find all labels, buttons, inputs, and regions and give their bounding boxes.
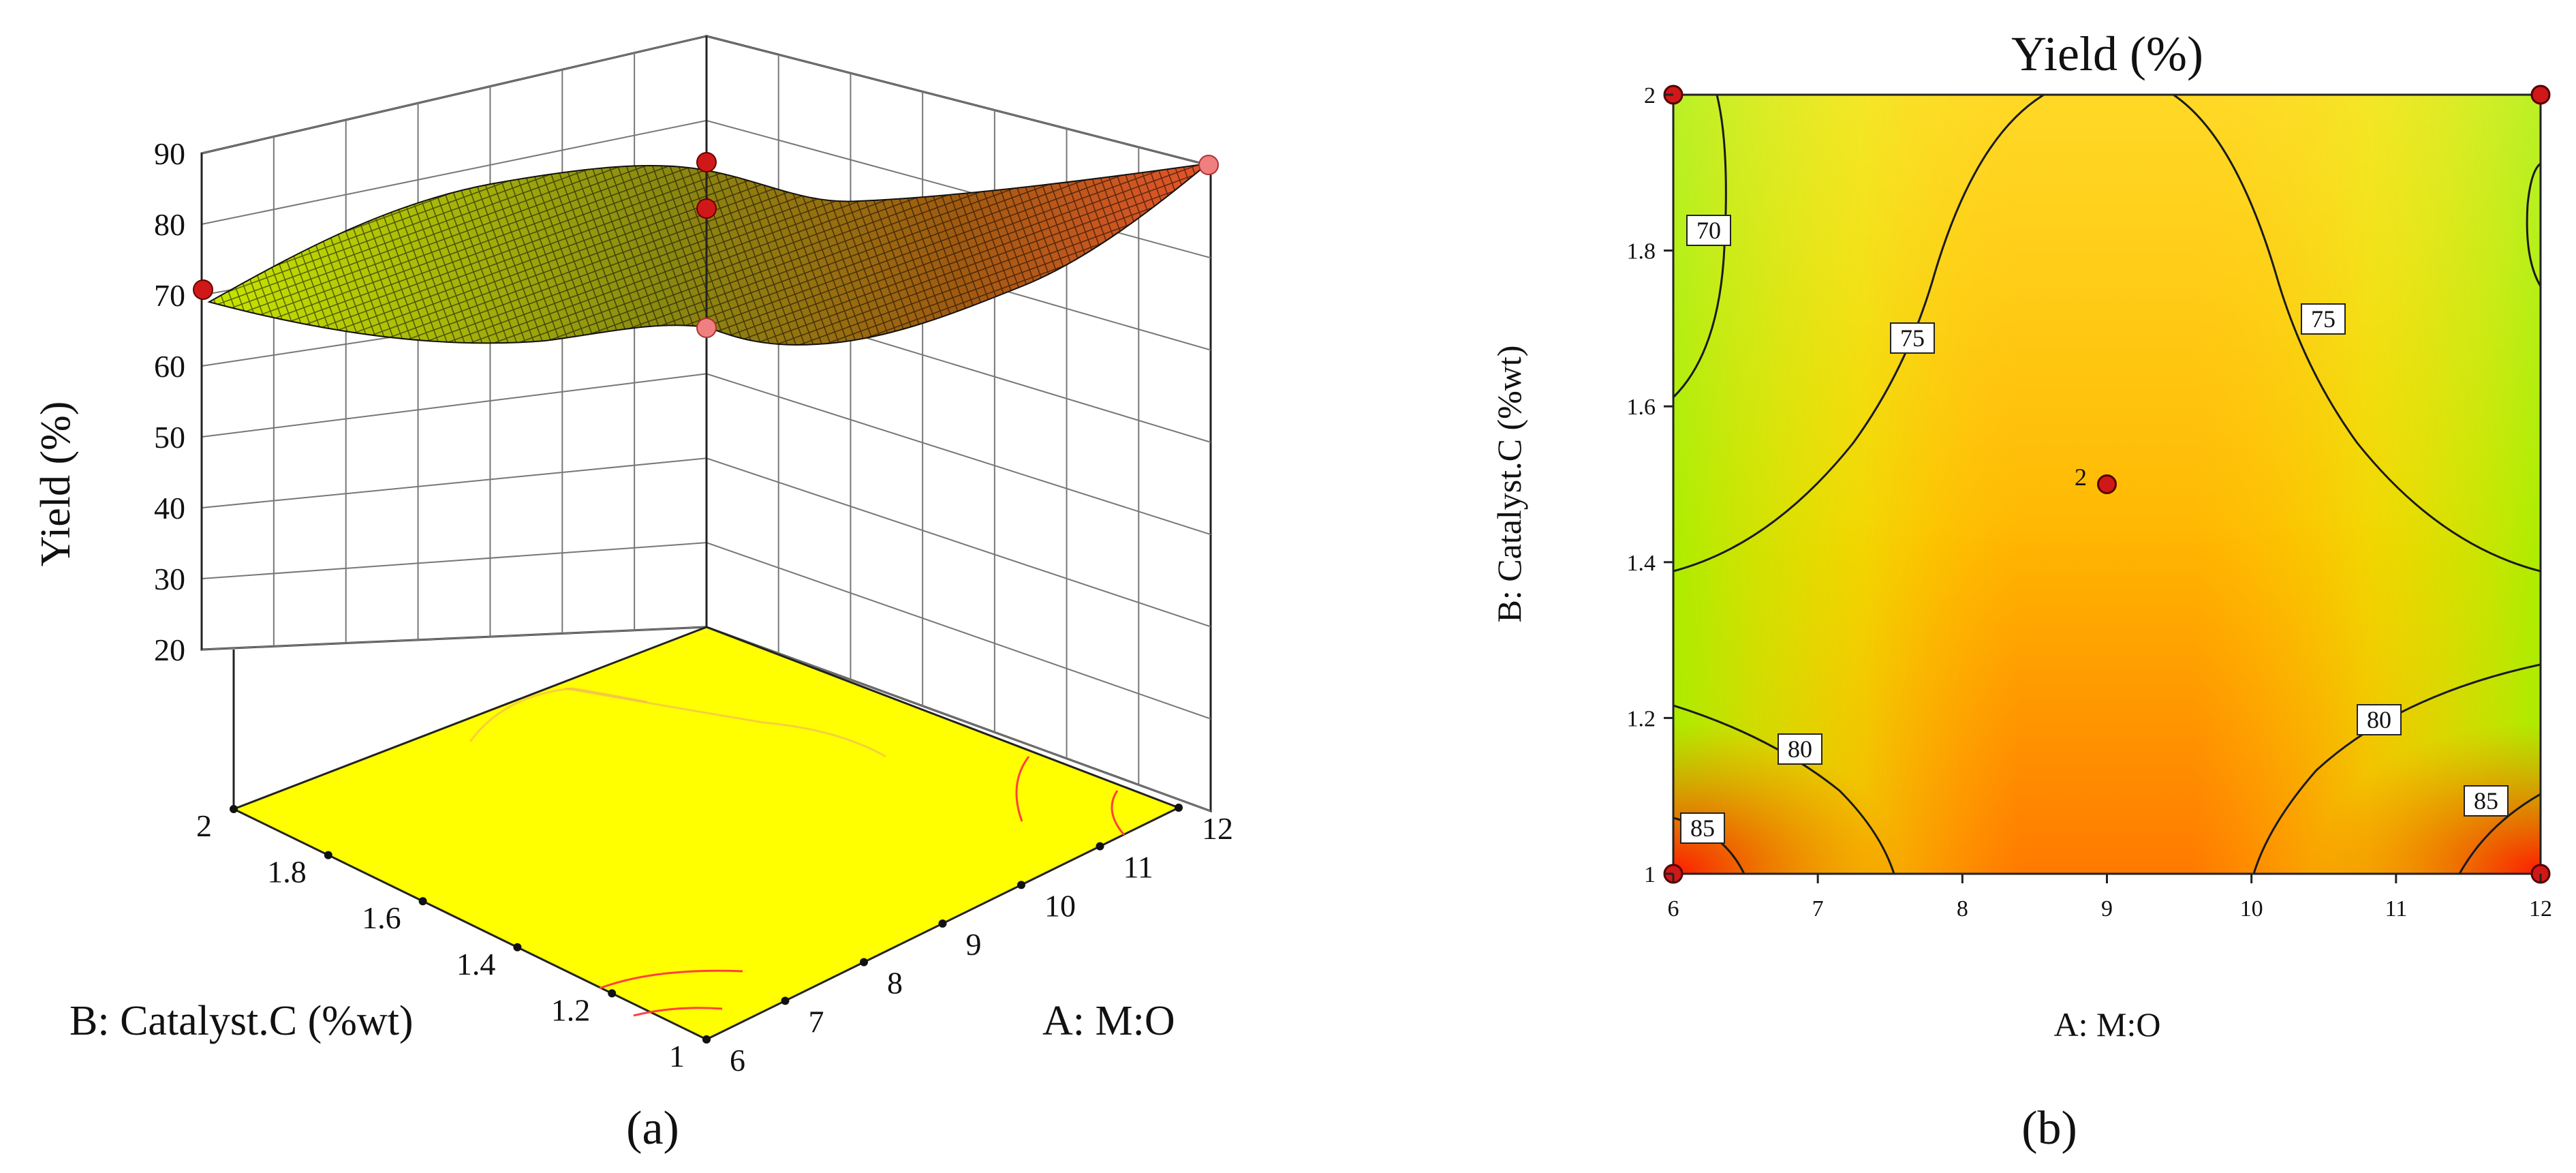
surface-plot-panel: 90 80 70 60 50 40 30 20 6 7 8 9 10 11 12 2 1.8 1.6 1.4 1.… xyxy=(33,35,1233,1155)
z-axis-ticks: 90 80 70 60 50 40 30 20 xyxy=(154,136,185,667)
x-tick-mark xyxy=(1017,881,1025,889)
svg-text:70: 70 xyxy=(1696,217,1721,244)
y-tick-label: 1 xyxy=(1644,862,1656,887)
panel-label-b: (b) xyxy=(2021,1102,2077,1155)
design-point xyxy=(1198,155,1219,175)
x-tick-label: 12 xyxy=(1202,811,1233,846)
design-point xyxy=(2097,474,2117,494)
y-tick-mark xyxy=(230,805,238,813)
svg-text:85: 85 xyxy=(2474,787,2498,814)
contour-line-75 xyxy=(1673,95,2541,573)
y-tick-label: 1.2 xyxy=(1627,706,1656,731)
contour-labels: 70 75 75 80 80 85 85 xyxy=(1680,215,2509,844)
x-tick-label: 11 xyxy=(2385,896,2407,921)
design-point xyxy=(696,198,717,219)
contour-label: 75 xyxy=(1890,322,1935,354)
z-tick-label: 30 xyxy=(154,562,185,596)
y-tick-label: 2 xyxy=(196,808,212,843)
svg-text:80: 80 xyxy=(1788,735,1812,763)
svg-text:80: 80 xyxy=(2367,706,2391,733)
z-tick-label: 40 xyxy=(154,491,185,525)
contour-line-70-right xyxy=(2526,162,2541,287)
x-tick-mark xyxy=(860,958,868,966)
y-axis-ticks: 2 1.8 1.6 1.4 1.2 1 xyxy=(196,805,711,1073)
x-tick-mark xyxy=(781,996,790,1005)
y-tick-mark xyxy=(608,989,617,998)
x-tick-mark xyxy=(1096,842,1104,851)
x-tick-label: 10 xyxy=(1044,888,1076,923)
y-tick-mark xyxy=(418,897,427,906)
y-axis-label: B: Catalyst.C (%wt) xyxy=(69,998,414,1044)
y-tick-label: 1.6 xyxy=(362,900,401,935)
z-tick-label: 90 xyxy=(154,136,185,171)
x-tick-label: 6 xyxy=(1668,896,1679,921)
y-tick-label: 1.8 xyxy=(267,855,307,889)
svg-text:75: 75 xyxy=(1900,324,1925,352)
z-axis-label: Yield (%) xyxy=(33,401,79,567)
contour-label: 85 xyxy=(1680,812,1725,844)
y-tick-label: 1.2 xyxy=(551,992,591,1027)
x-tick-label: 9 xyxy=(966,927,982,962)
z-tick-label: 80 xyxy=(154,207,185,242)
contour-x-axis-ticks: 6 7 8 9 10 11 12 xyxy=(1668,874,2552,921)
z-tick-label: 20 xyxy=(154,633,185,667)
y-tick-label: 1.4 xyxy=(456,947,496,981)
y-tick-label: 1.6 xyxy=(1627,395,1656,420)
y-tick-label: 1.8 xyxy=(1627,239,1656,264)
contour-title: Yield (%) xyxy=(2011,27,2203,81)
design-point xyxy=(696,318,717,338)
x-tick-mark xyxy=(938,919,947,928)
z-tick-label: 70 xyxy=(154,278,185,313)
y-tick-mark xyxy=(513,943,522,951)
panel-label-a: (a) xyxy=(626,1102,679,1155)
z-tick-label: 50 xyxy=(154,420,185,455)
contour-label: 75 xyxy=(2301,303,2346,335)
x-tick-label: 8 xyxy=(1957,896,1968,921)
y-tick-label: 2 xyxy=(1644,83,1656,108)
contour-plot-panel: Yield (%) 70 75 75 80 80 85 85 xyxy=(1490,27,2552,1155)
design-point xyxy=(2530,85,2551,105)
contour-label: 80 xyxy=(1778,733,1822,765)
y-tick-label: 1.4 xyxy=(1627,551,1656,576)
x-axis-label: A: M:O xyxy=(1042,998,1175,1044)
svg-text:75: 75 xyxy=(2311,305,2336,333)
contour-y-axis-ticks: 2 1.8 1.6 1.4 1.2 1 xyxy=(1627,83,1673,887)
x-tick-label: 9 xyxy=(2101,896,2113,921)
x-axis-ticks: 6 7 8 9 10 11 12 xyxy=(702,804,1233,1078)
contour-line-80-left xyxy=(1673,704,1895,874)
x-tick-mark xyxy=(1175,804,1183,812)
contour-label: 70 xyxy=(1686,215,1731,246)
contour-y-axis-label: B: Catalyst.C (%wt) xyxy=(1490,346,1528,623)
contour-label: 85 xyxy=(2464,785,2509,817)
svg-text:85: 85 xyxy=(1690,814,1715,842)
x-tick-label: 7 xyxy=(809,1004,824,1039)
response-surface xyxy=(207,162,1211,346)
contour-line-85-right xyxy=(2458,793,2541,874)
floor-contours xyxy=(469,687,1126,1017)
design-point xyxy=(696,152,717,172)
y-tick-mark xyxy=(702,1035,711,1043)
x-tick-label: 6 xyxy=(730,1043,745,1078)
z-tick-label: 60 xyxy=(154,349,185,384)
x-tick-label: 10 xyxy=(2240,896,2263,921)
x-tick-label: 11 xyxy=(1123,850,1153,885)
center-point-count: 2 xyxy=(2075,463,2087,491)
contour-line-70-left xyxy=(1673,95,1727,399)
x-tick-label: 12 xyxy=(2529,896,2552,921)
contour-line-80-right xyxy=(2252,663,2541,874)
contour-x-axis-label: A: M:O xyxy=(2054,1005,2161,1043)
design-point xyxy=(193,279,213,300)
y-tick-mark xyxy=(324,851,332,859)
y-tick-label: 1 xyxy=(669,1039,685,1073)
x-tick-label: 7 xyxy=(1812,896,1824,921)
contour-label: 80 xyxy=(2357,704,2402,735)
x-tick-label: 8 xyxy=(887,966,903,1001)
design-points xyxy=(193,152,1219,338)
